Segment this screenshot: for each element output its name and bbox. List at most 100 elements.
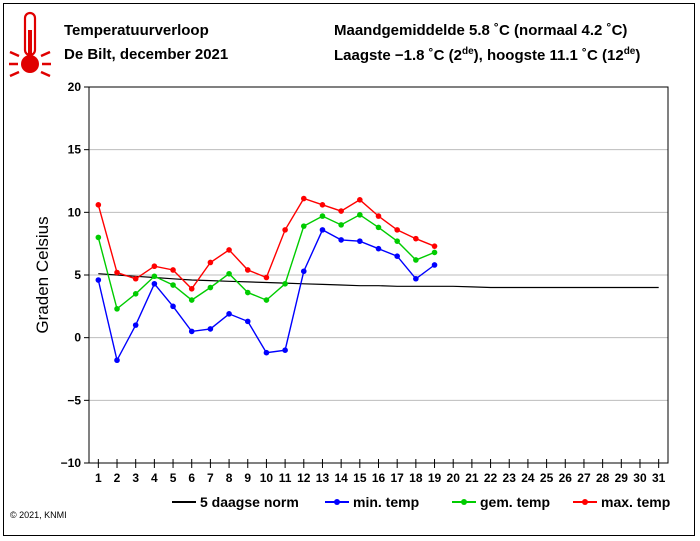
extremes-line: Laagste −1.8 ˚C (2de), hoogste 11.1 ˚C (…	[334, 46, 641, 64]
legend-entry: gem. temp	[452, 494, 550, 510]
data-point	[132, 322, 139, 328]
x-tick-label: 23	[503, 471, 517, 485]
data-point	[394, 238, 400, 244]
x-tick-label: 13	[316, 471, 330, 485]
data-point	[300, 223, 307, 229]
x-tick-label: 27	[577, 471, 591, 485]
x-tick-label: 1	[95, 471, 102, 485]
legend-marker	[461, 499, 467, 505]
data-point	[226, 247, 232, 253]
data-point	[132, 291, 139, 297]
data-point	[394, 253, 400, 259]
data-point	[375, 245, 382, 252]
data-point	[413, 235, 419, 242]
x-tick-label: 2	[114, 471, 121, 485]
y-tick-label: −10	[61, 456, 82, 470]
y-axis-label: Graden Celsius	[33, 216, 52, 333]
x-tick-label: 6	[188, 471, 195, 485]
x-axis-ticks: 1 2 3 4 5 6 7 8 9 10 11 12 13 14 15 16 17 18 19 20 21 22 23 24 2…	[95, 459, 666, 485]
data-point	[319, 227, 326, 233]
data-point	[431, 243, 438, 249]
data-point	[244, 289, 251, 296]
legend-label: max. temp	[601, 494, 670, 510]
data-point	[207, 326, 214, 332]
data-point	[226, 311, 232, 317]
data-point	[338, 222, 344, 228]
x-tick-label: 19	[428, 471, 442, 485]
chart-location: De Bilt, december 2021	[64, 46, 229, 63]
legend-label: gem. temp	[480, 494, 550, 510]
copyright: © 2021, KNMI	[10, 510, 67, 520]
data-point	[244, 318, 251, 325]
x-tick-label: 16	[372, 471, 386, 485]
x-tick-label: 3	[132, 471, 139, 485]
data-point	[357, 212, 363, 218]
x-tick-label: 22	[484, 471, 498, 485]
y-tick-label: −5	[67, 393, 81, 407]
x-tick-label: 10	[260, 471, 274, 485]
data-point	[151, 280, 158, 287]
chart-frame	[3, 3, 695, 536]
data-point	[95, 202, 102, 208]
data-point	[263, 349, 270, 356]
grid-lines	[89, 149, 668, 401]
x-tick-label: 26	[559, 471, 573, 485]
data-point	[375, 213, 382, 219]
data-point	[394, 227, 400, 233]
x-tick-label: 8	[226, 471, 233, 485]
data-point	[188, 328, 195, 335]
data-point	[431, 262, 438, 268]
data-point	[338, 237, 344, 243]
x-tick-label: 7	[207, 471, 214, 485]
data-point	[151, 273, 158, 280]
x-tick-label: 18	[409, 471, 423, 485]
data-point	[413, 275, 419, 282]
data-point	[413, 257, 419, 263]
data-point	[114, 306, 120, 312]
y-tick-label: 10	[68, 205, 82, 219]
data-point	[188, 285, 195, 292]
data-point	[357, 238, 363, 244]
data-point	[263, 274, 270, 281]
data-point	[151, 263, 158, 270]
x-tick-label: 29	[615, 471, 629, 485]
legend-entry: min. temp	[325, 494, 419, 510]
x-tick-label: 30	[633, 471, 647, 485]
series-5-daagse-norm	[98, 273, 659, 289]
y-tick-label: 0	[74, 331, 81, 345]
legend: 5 daagse norm min. temp gem. temp max. temp	[172, 494, 670, 510]
x-tick-label: 5	[170, 471, 177, 485]
data-point	[282, 227, 288, 233]
data-point	[263, 297, 270, 303]
x-tick-label: 28	[596, 471, 610, 485]
y-tick-label: 20	[68, 80, 82, 94]
x-tick-label: 24	[521, 471, 535, 485]
data-point	[357, 197, 363, 203]
monthly-average: Maandgemiddelde 5.8 ˚C (normaal 4.2 ˚C)	[334, 22, 628, 39]
x-tick-label: 4	[151, 471, 158, 485]
x-tick-label: 14	[334, 471, 348, 485]
series-line	[97, 228, 435, 363]
x-tick-label: 20	[447, 471, 461, 485]
data-point	[300, 195, 307, 202]
legend-entry: 5 daagse norm	[172, 494, 299, 510]
plot-area-border	[88, 86, 669, 464]
x-tick-label: 11	[279, 471, 292, 485]
data-point	[375, 224, 382, 231]
x-tick-label: 15	[353, 471, 367, 485]
series-line	[98, 273, 659, 289]
data-point	[114, 269, 120, 276]
x-tick-label: 17	[390, 471, 404, 485]
x-tick-label: 12	[297, 471, 311, 485]
series-min-temp	[95, 227, 438, 364]
data-point	[95, 277, 102, 283]
legend-marker	[582, 499, 588, 505]
data-point	[431, 249, 438, 256]
y-axis-ticks: −10 −5 0 5 10 15 20	[61, 80, 89, 470]
data-point	[170, 282, 176, 288]
data-point	[319, 202, 326, 208]
series-gem-temp	[95, 212, 438, 312]
data-point	[207, 259, 214, 266]
legend-label: min. temp	[353, 494, 419, 510]
